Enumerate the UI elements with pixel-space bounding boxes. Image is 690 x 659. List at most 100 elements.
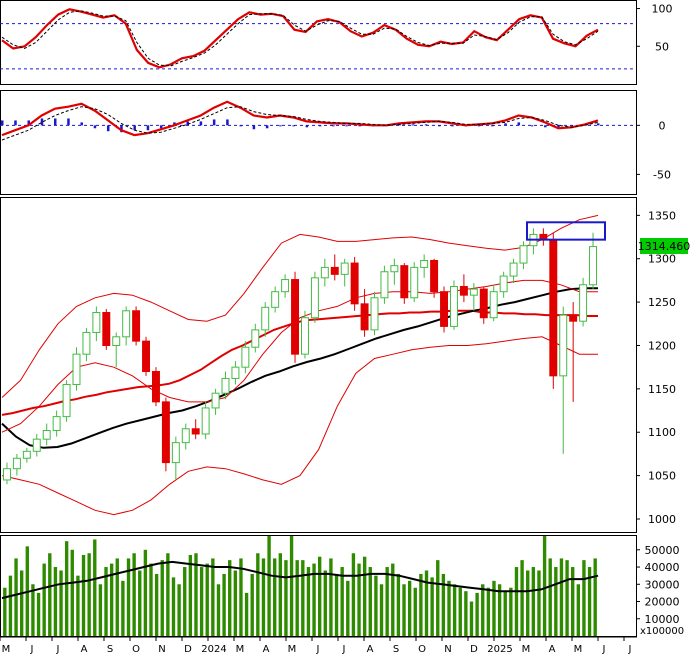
xtick-label: J bbox=[602, 644, 606, 655]
candle-body bbox=[161, 401, 170, 464]
price-ytick-label: 1200 bbox=[648, 339, 676, 352]
volume-bar bbox=[565, 560, 569, 636]
stochastic-ytick-label: 50 bbox=[655, 40, 669, 53]
candle-body bbox=[420, 259, 429, 268]
candle-body bbox=[142, 340, 151, 373]
volume-bar bbox=[520, 560, 524, 636]
volume-bar bbox=[486, 587, 491, 636]
macd-histogram-bar bbox=[67, 118, 70, 126]
stochastic-panel: 100 50 bbox=[0, 3, 673, 70]
candle-body bbox=[509, 262, 518, 277]
macd-histogram-bar bbox=[106, 125, 110, 132]
macd-histogram-bar bbox=[597, 123, 600, 126]
candle-body bbox=[430, 259, 439, 293]
macd-histogram-bar bbox=[477, 125, 481, 127]
volume-bar bbox=[329, 558, 333, 636]
volume-bar bbox=[334, 573, 339, 636]
volume-ytick-label: 20000 bbox=[645, 596, 680, 609]
macd-histogram-bar bbox=[133, 125, 136, 131]
volume-bar bbox=[357, 563, 361, 636]
macd-panel: 0 -50 bbox=[0, 100, 671, 181]
candle-body bbox=[340, 262, 349, 275]
volume-bar bbox=[582, 560, 586, 636]
volume-bar bbox=[289, 536, 294, 636]
candle-body bbox=[380, 271, 389, 299]
volume-bar bbox=[132, 553, 136, 636]
xtick-label: J bbox=[316, 644, 320, 655]
stochastic-line-0 bbox=[1, 8, 599, 69]
volume-bar bbox=[284, 560, 288, 636]
macd-histogram-bar bbox=[491, 125, 494, 127]
volume-bar bbox=[143, 549, 148, 636]
candle-body bbox=[181, 428, 190, 444]
macd-histogram-bar bbox=[173, 122, 176, 126]
last-price-tag-bg bbox=[640, 238, 688, 254]
volume-bar bbox=[531, 567, 536, 636]
candle-body bbox=[459, 285, 468, 296]
xtick-label: M bbox=[236, 644, 245, 655]
candle-body bbox=[32, 438, 41, 452]
candle-body bbox=[370, 297, 379, 331]
price-panel-frame bbox=[0, 197, 637, 533]
volume-bar bbox=[42, 563, 46, 636]
volume-bar bbox=[109, 563, 114, 636]
xtick-label: M bbox=[574, 644, 583, 655]
xtick-label: N bbox=[444, 644, 451, 655]
volume-bar bbox=[436, 560, 440, 636]
candle-body bbox=[171, 442, 180, 464]
volume-bar bbox=[312, 563, 316, 636]
candle-body bbox=[52, 416, 61, 431]
candle-body bbox=[579, 284, 588, 322]
candle-body bbox=[350, 262, 359, 305]
price-ytick-label: 1100 bbox=[648, 426, 676, 439]
price-overlay-line-2 bbox=[1, 214, 599, 398]
volume-bar bbox=[233, 570, 238, 636]
macd-histogram-bar bbox=[40, 118, 44, 126]
macd-histogram-bar bbox=[517, 122, 521, 126]
volume-bar bbox=[374, 575, 378, 636]
volume-bar bbox=[368, 567, 372, 636]
macd-histogram-bar bbox=[530, 125, 534, 127]
volume-bar bbox=[273, 558, 277, 636]
price-ytick-label: 1050 bbox=[648, 470, 676, 483]
volume-bar bbox=[340, 567, 344, 636]
volume-bar bbox=[256, 553, 260, 636]
candle-body bbox=[132, 310, 141, 342]
volume-bar bbox=[419, 573, 423, 636]
candle-body bbox=[191, 428, 200, 435]
macd-histogram-bar bbox=[239, 125, 242, 127]
volume-bar bbox=[593, 558, 597, 636]
macd-histogram-bar bbox=[14, 120, 17, 126]
candle-body bbox=[310, 277, 319, 319]
macd-histogram-bar bbox=[186, 121, 189, 126]
last-price-tag: 1314.460 bbox=[638, 238, 690, 254]
volume-bar bbox=[492, 580, 496, 636]
candle-body bbox=[440, 291, 449, 327]
volume-bar bbox=[154, 573, 159, 636]
volume-bar bbox=[126, 558, 131, 636]
volume-bar bbox=[31, 584, 35, 636]
candle-body bbox=[62, 384, 71, 418]
price-ytick-label: 1250 bbox=[648, 296, 676, 309]
macd-histogram-bar bbox=[438, 125, 441, 127]
candle-body bbox=[330, 266, 339, 275]
volume-bar bbox=[497, 584, 502, 636]
macd-histogram-bar bbox=[146, 125, 150, 131]
candle-body bbox=[102, 312, 111, 346]
volume-bar bbox=[278, 553, 283, 636]
candle-body bbox=[390, 265, 399, 273]
volume-bar bbox=[464, 591, 468, 636]
volume-bar bbox=[87, 553, 91, 636]
stochastic-ytick-label: 100 bbox=[652, 3, 673, 16]
volume-bar bbox=[351, 553, 356, 636]
candle-body bbox=[300, 317, 309, 355]
xtick-label: M bbox=[522, 644, 531, 655]
price-ytick-label: 1350 bbox=[648, 209, 676, 222]
volume-bar bbox=[267, 536, 271, 636]
volume-bar bbox=[194, 553, 198, 636]
volume-bar bbox=[503, 591, 507, 636]
macd-histogram-bar bbox=[292, 125, 295, 127]
volume-bar bbox=[19, 570, 24, 636]
macd-histogram-bar bbox=[318, 125, 322, 127]
volume-bar bbox=[8, 575, 13, 636]
